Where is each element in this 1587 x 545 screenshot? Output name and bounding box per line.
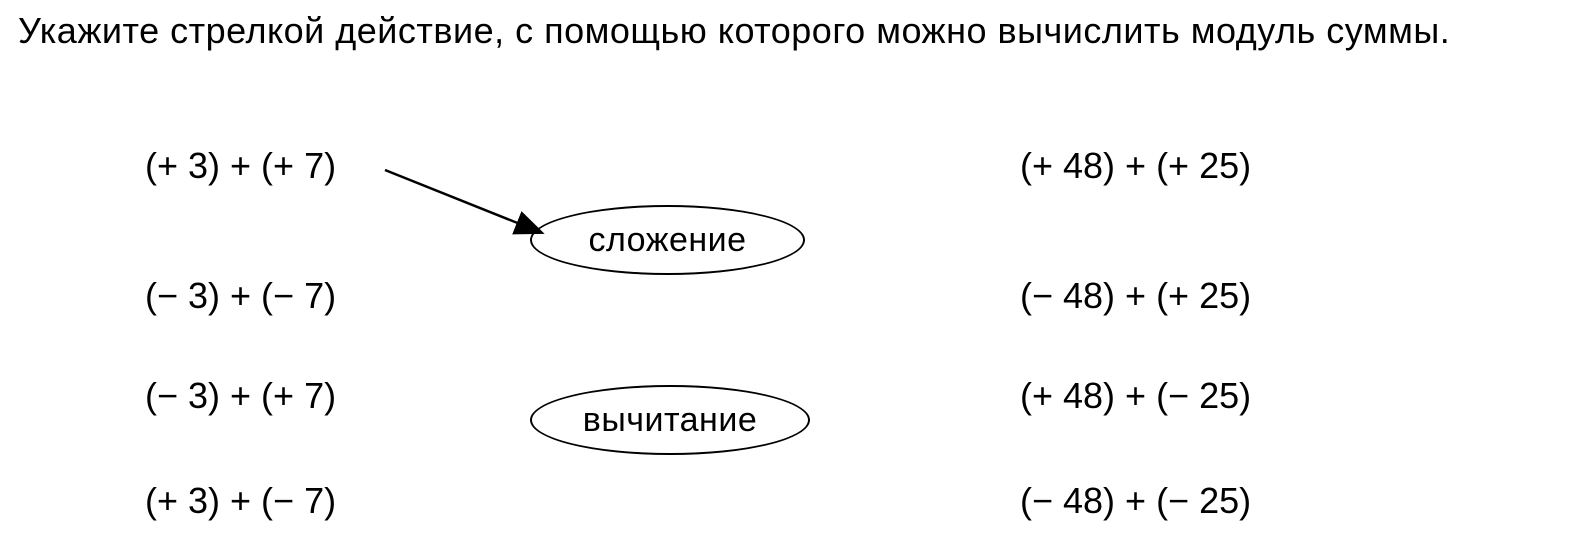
expr-right-2: (− 48) + (+ 25): [1020, 275, 1251, 317]
expr-left-3: (− 3) + (+ 7): [145, 375, 336, 417]
expr-left-2: (− 3) + (− 7): [145, 275, 336, 317]
expr-left-4: (+ 3) + (− 7): [145, 480, 336, 522]
expr-right-1: (+ 48) + (+ 25): [1020, 145, 1251, 187]
oval-subtraction: вычитание: [530, 385, 810, 455]
instruction-text: Укажите стрелкой действие, с помощью кот…: [18, 8, 1569, 53]
expr-right-4: (− 48) + (− 25): [1020, 480, 1251, 522]
oval-addition: сложение: [530, 205, 805, 275]
arrow-icon: [0, 0, 1587, 545]
expr-left-1: (+ 3) + (+ 7): [145, 145, 336, 187]
expr-right-3: (+ 48) + (− 25): [1020, 375, 1251, 417]
arrow-line: [385, 170, 540, 232]
